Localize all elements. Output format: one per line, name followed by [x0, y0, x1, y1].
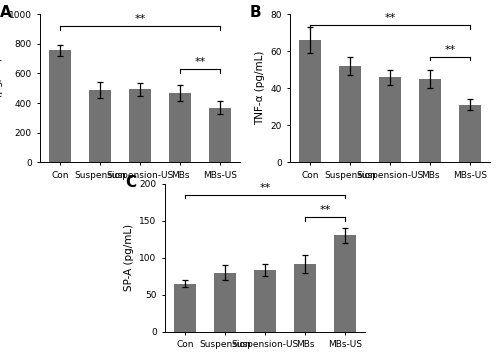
- Bar: [209, 108, 231, 162]
- Text: **: **: [384, 13, 396, 23]
- Bar: [294, 264, 316, 332]
- Bar: [169, 93, 191, 162]
- Bar: [379, 77, 401, 162]
- Y-axis label: IL-6 (pg/mL): IL-6 (pg/mL): [0, 57, 3, 120]
- Bar: [339, 66, 361, 162]
- Bar: [299, 40, 321, 162]
- Y-axis label: SP-A (pg/mL): SP-A (pg/mL): [124, 224, 134, 291]
- Text: **: **: [444, 45, 456, 55]
- Bar: [254, 270, 276, 332]
- Bar: [49, 50, 71, 162]
- Bar: [334, 235, 356, 332]
- Text: B: B: [250, 5, 262, 20]
- Bar: [214, 273, 236, 332]
- Y-axis label: TNF-α (pg/mL): TNF-α (pg/mL): [254, 51, 264, 125]
- Bar: [89, 90, 111, 162]
- Bar: [129, 89, 151, 162]
- Text: **: **: [134, 14, 145, 24]
- Text: **: **: [194, 57, 205, 67]
- Bar: [459, 105, 481, 162]
- Bar: [419, 79, 441, 162]
- Text: C: C: [125, 175, 136, 190]
- Text: A: A: [0, 5, 12, 20]
- Bar: [174, 284, 196, 332]
- Text: **: **: [260, 183, 270, 193]
- Text: **: **: [320, 205, 330, 215]
